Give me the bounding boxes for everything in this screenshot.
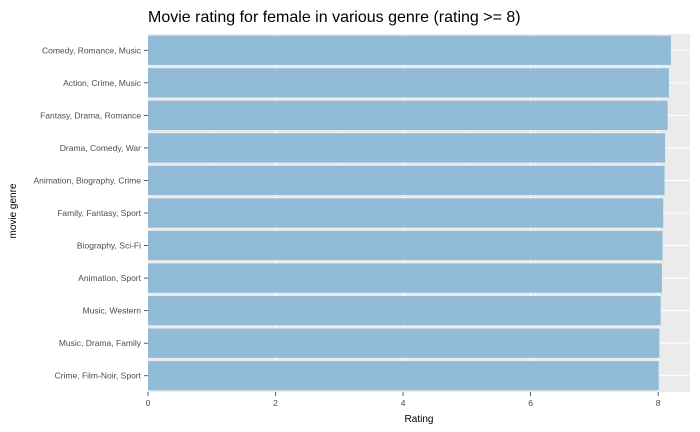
bar — [148, 100, 668, 131]
y-tick-label: Action, Crime, Music — [63, 78, 142, 88]
chart-title: Movie rating for female in various genre… — [148, 9, 521, 26]
bar — [148, 361, 659, 391]
y-tick-label: Biography, Sci-Fi — [77, 241, 141, 251]
y-axis: Comedy, Romance, Music Action, Crime, Mus… — [33, 45, 148, 381]
x-axis: 0 2 4 6 8 — [146, 392, 661, 408]
x-tick-label: 8 — [656, 398, 661, 408]
y-tick-label: Music, Drama, Family — [59, 338, 142, 348]
y-tick-label: Fantasy, Drama, Romance — [40, 110, 141, 120]
y-tick-label: Crime, Film-Noir, Sport — [55, 371, 142, 381]
bars — [148, 35, 671, 391]
y-tick-label: Animation, Sport — [78, 273, 141, 283]
bar — [148, 165, 665, 196]
y-tick-label: Animation, Biography, Crime — [33, 175, 141, 185]
y-tick-label: Family, Fantasy, Sport — [57, 208, 141, 218]
y-tick-label: Drama, Comedy, War — [60, 143, 141, 153]
bar — [148, 230, 663, 261]
y-tick-label: Music, Western — [83, 306, 142, 316]
bar — [148, 263, 662, 293]
x-tick-label: 2 — [273, 398, 278, 408]
bar — [148, 328, 660, 358]
x-axis-title: Rating — [405, 414, 434, 425]
x-tick-label: 6 — [528, 398, 533, 408]
y-axis-title: movie genre — [8, 183, 19, 238]
bar — [148, 133, 666, 163]
bar — [148, 68, 669, 98]
y-tick-label: Comedy, Romance, Music — [42, 45, 142, 55]
x-tick-label: 4 — [401, 398, 406, 408]
bar — [148, 295, 661, 326]
bar — [148, 198, 664, 228]
bar — [148, 35, 671, 65]
x-tick-label: 0 — [146, 398, 151, 408]
